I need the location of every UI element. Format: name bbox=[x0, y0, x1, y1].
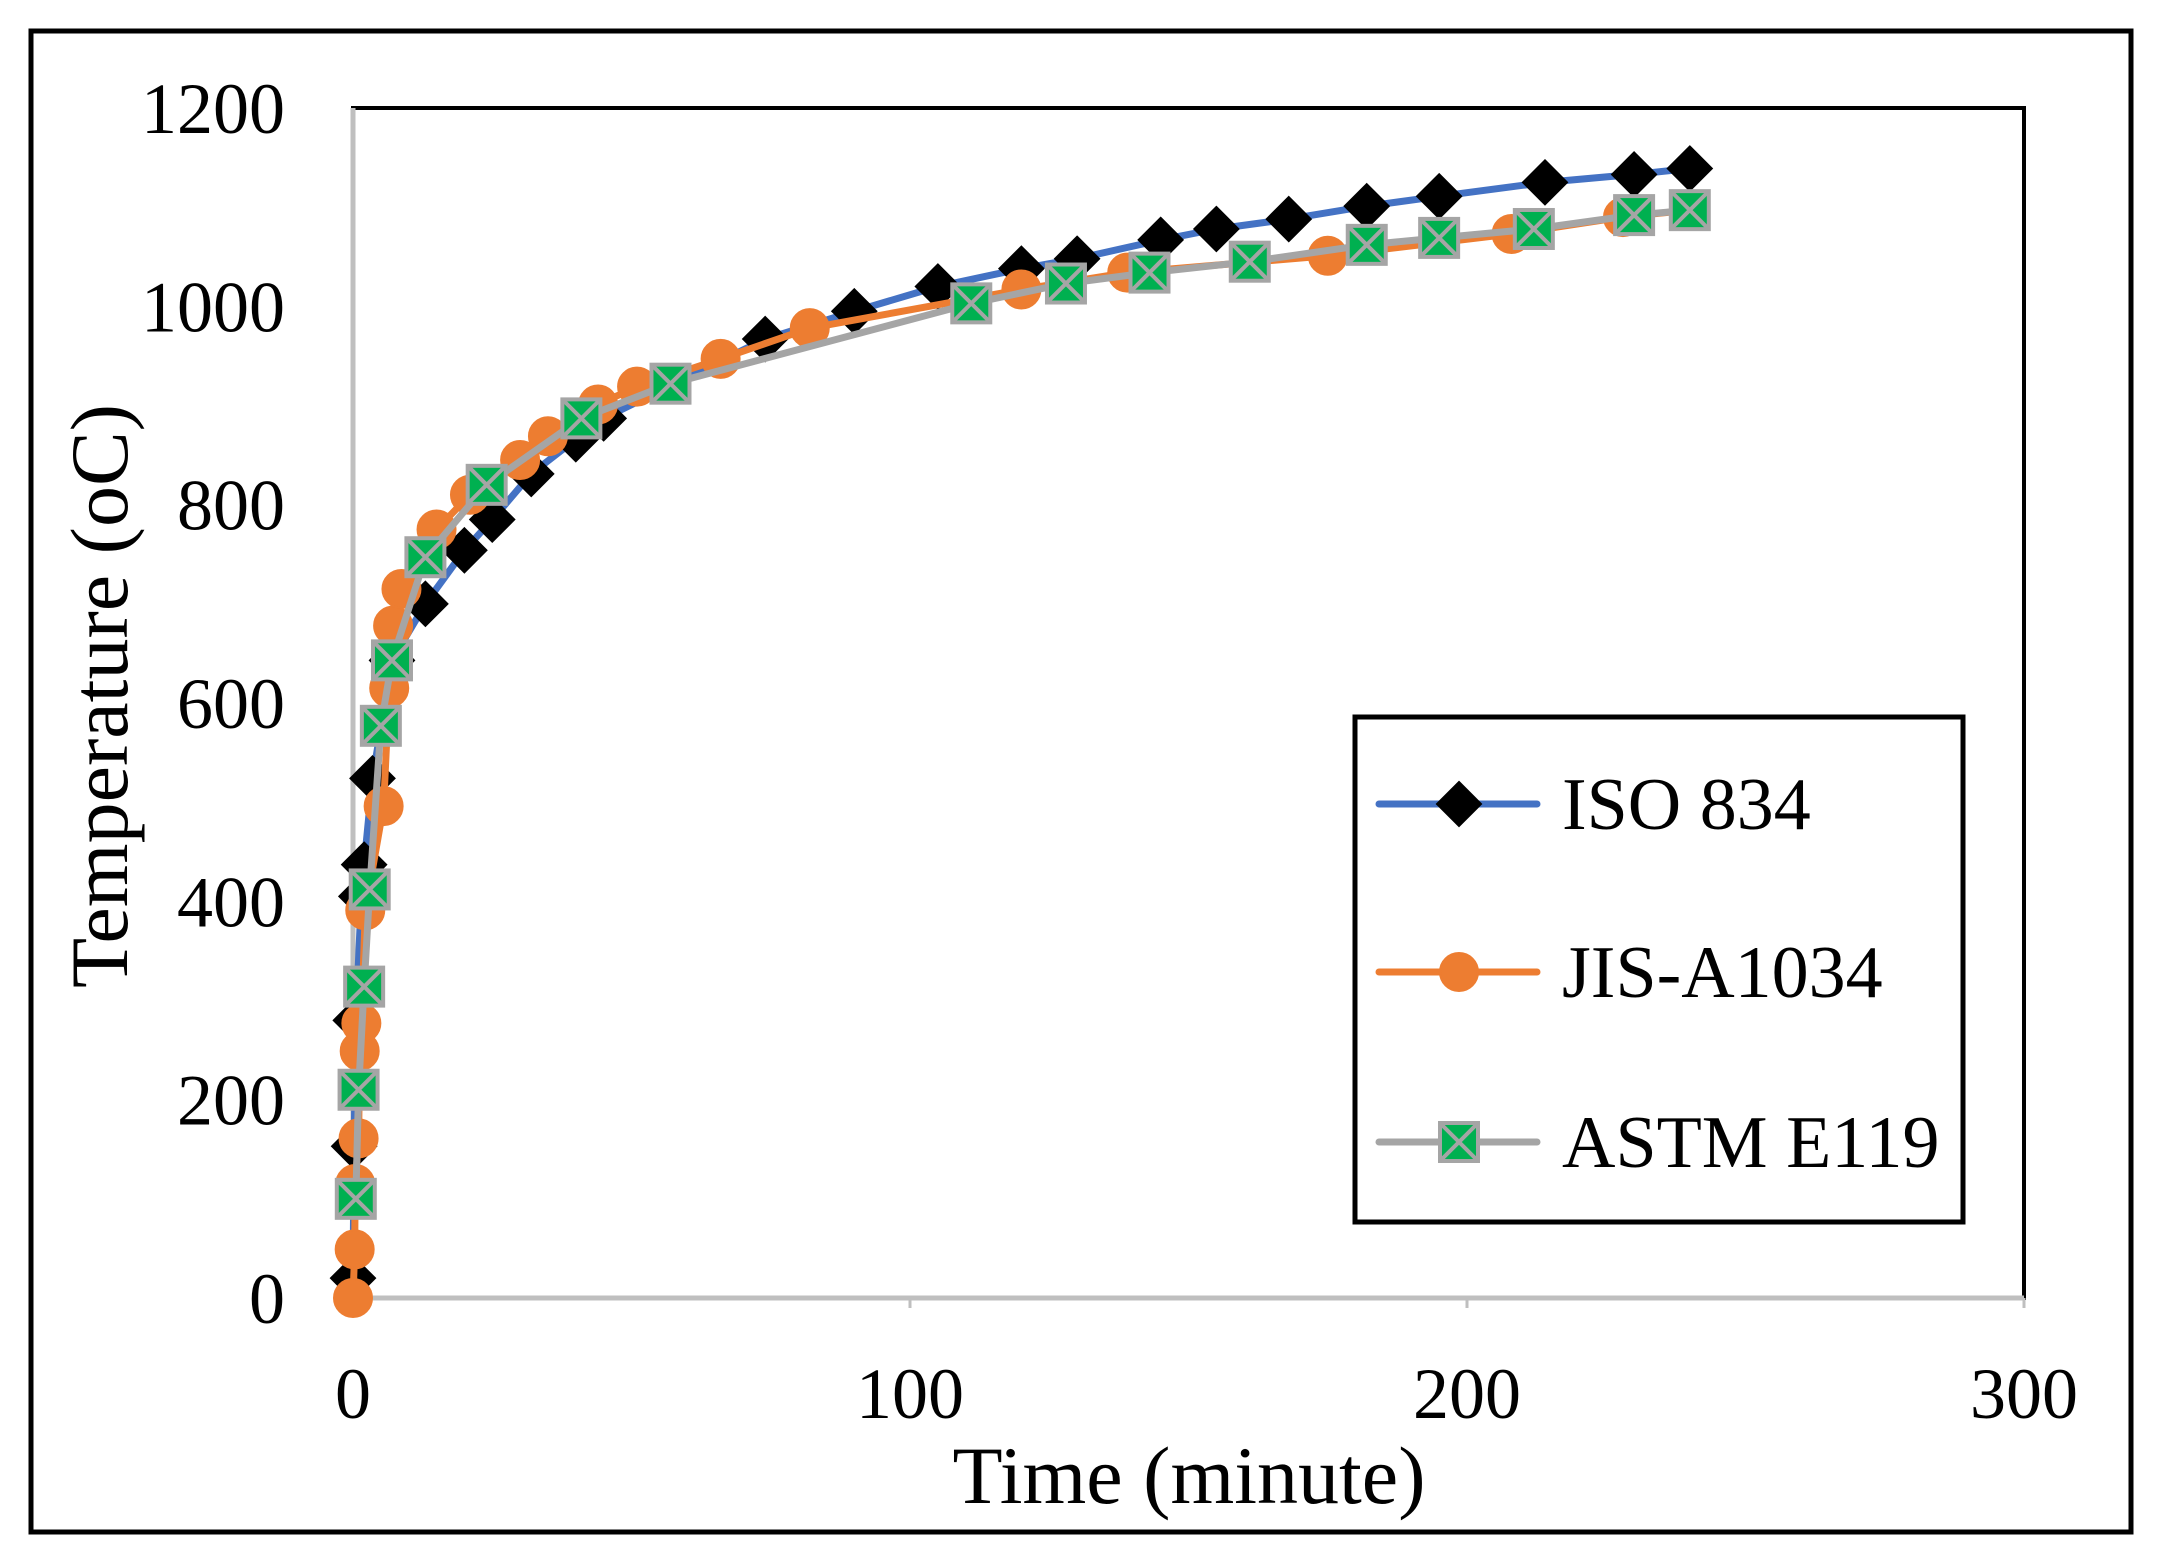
astm-e119-marker-cross bbox=[1613, 194, 1655, 236]
legend-samples bbox=[1375, 780, 1541, 1163]
y-tick-label: 400 bbox=[177, 862, 285, 942]
x-tick-label: 0 bbox=[335, 1354, 371, 1434]
astm-e119-marker-cross bbox=[1669, 189, 1711, 231]
y-axis-title: Temperature (oC) bbox=[54, 404, 145, 988]
astm-e119-marker bbox=[1668, 189, 1711, 232]
legend-sample-iso-834 bbox=[1375, 780, 1541, 828]
astm-e119-marker bbox=[950, 282, 993, 325]
y-tick-label: 600 bbox=[177, 664, 285, 744]
legend-marker-astm-e119-cross bbox=[1438, 1121, 1480, 1163]
legend-marker-astm-e119 bbox=[1438, 1121, 1480, 1163]
astm-e119-marker-cross bbox=[1045, 263, 1087, 304]
legend: ISO 834 JIS-A1034 ASTM E119 bbox=[1352, 714, 1966, 1225]
astm-e119-marker bbox=[337, 1068, 380, 1111]
series-astm-e119 bbox=[334, 189, 1711, 1220]
astm-e119-marker bbox=[560, 397, 603, 440]
astm-e119-marker-cross bbox=[1129, 252, 1170, 294]
astm-e119-marker-cross bbox=[343, 966, 385, 1008]
iso-834-marker bbox=[1521, 158, 1569, 206]
astm-e119-marker bbox=[404, 536, 447, 579]
astm-e119-marker-cross bbox=[1229, 241, 1271, 283]
legend-label-astm-e119: ASTM E119 bbox=[1562, 1102, 1940, 1184]
legend-marker-iso-834 bbox=[1435, 780, 1483, 828]
legend-sample-jis-a1034 bbox=[1375, 952, 1541, 992]
astm-e119-marker bbox=[370, 639, 413, 682]
iso-834-marker bbox=[914, 263, 962, 310]
x-tick-label: 300 bbox=[1970, 1354, 2078, 1434]
astm-e119-marker-cross bbox=[950, 282, 992, 324]
astm-e119-marker-cross bbox=[650, 363, 691, 405]
astm-e119-marker bbox=[465, 463, 508, 506]
astm-e119-marker bbox=[649, 362, 692, 405]
jis-a1034-marker bbox=[333, 1278, 373, 1318]
x-tick-label: 200 bbox=[1413, 1354, 1521, 1434]
jis-a1034-marker bbox=[334, 1229, 375, 1270]
astm-e119-marker bbox=[1228, 240, 1271, 283]
x-tick-label: 100 bbox=[856, 1354, 964, 1434]
astm-e119-marker-cross bbox=[560, 397, 602, 439]
astm-e119-marker bbox=[1512, 207, 1555, 250]
astm-e119-marker-cross bbox=[1418, 217, 1460, 259]
astm-e119-marker bbox=[343, 965, 386, 1008]
astm-e119-marker-cross bbox=[360, 705, 402, 747]
x-axis-title: Time (minute) bbox=[952, 1430, 1425, 1521]
astm-e119-marker-cross bbox=[349, 869, 391, 910]
y-tick-label: 800 bbox=[177, 466, 285, 546]
astm-e119-marker bbox=[359, 704, 402, 747]
astm-e119-marker bbox=[1418, 216, 1461, 259]
legend-label-jis-a1034: JIS-A1034 bbox=[1562, 932, 1883, 1014]
y-tick-label: 1200 bbox=[141, 69, 285, 149]
iso-834-marker bbox=[1265, 195, 1313, 243]
astm-e119-marker bbox=[1613, 194, 1656, 237]
astm-e119-marker-cross bbox=[1346, 224, 1388, 266]
legend-sample-astm-e119 bbox=[1375, 1121, 1541, 1163]
legend-marker-jis-a1034 bbox=[1439, 952, 1479, 992]
iso-834-marker bbox=[1192, 205, 1240, 253]
jis-a1034-marker bbox=[363, 786, 404, 827]
legend-label-iso-834: ISO 834 bbox=[1562, 764, 1811, 846]
y-tick-label: 200 bbox=[177, 1061, 285, 1141]
astm-e119-marker-cross bbox=[1513, 208, 1555, 250]
astm-e119-marker-cross bbox=[338, 1069, 379, 1111]
astm-e119-marker bbox=[348, 868, 391, 911]
y-tick-label: 0 bbox=[249, 1259, 285, 1339]
astm-e119-marker-cross bbox=[371, 639, 413, 681]
astm-e119-marker bbox=[1128, 251, 1171, 294]
astm-e119-marker-cross bbox=[466, 464, 508, 506]
series-layer bbox=[329, 145, 1714, 1318]
astm-e119-marker-cross bbox=[335, 1178, 377, 1220]
axes: 0 100 200 300 0 200 400 600 800 1000 1200 bbox=[141, 69, 2078, 1434]
astm-e119-marker bbox=[334, 1177, 377, 1220]
y-tick-label: 1000 bbox=[141, 267, 285, 347]
astm-e119-marker bbox=[1044, 262, 1087, 305]
astm-e119-marker bbox=[1345, 223, 1388, 266]
astm-e119-marker-cross bbox=[404, 536, 446, 578]
